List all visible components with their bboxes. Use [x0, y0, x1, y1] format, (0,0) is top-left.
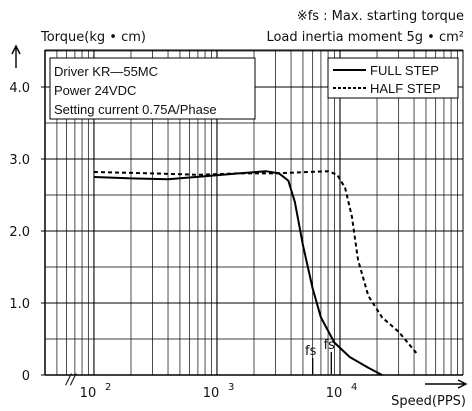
y-tick-label: 4.0 [9, 81, 30, 96]
fs-marker-label: fs [305, 344, 317, 359]
x-axis-arrow [425, 379, 468, 389]
y-tick-label: 2.0 [9, 225, 30, 240]
x-tick-exponent: 2 [105, 382, 111, 393]
info-box: Driver KR—55MC Power 24VDC Setting curre… [49, 57, 256, 120]
x-tick-label: 10 [80, 386, 97, 401]
axis-break-mark: // [64, 372, 77, 388]
x-tick-labels: 10 2 10 3 10 4 [80, 382, 358, 401]
y-axis-arrow [11, 44, 21, 68]
x-axis-label: Speed(PPS) [391, 394, 466, 409]
info-line-power: Power 24VDC [54, 83, 136, 98]
fs-markers: fs fs [305, 338, 335, 374]
fs-marker-label: fs [324, 338, 336, 353]
info-line-driver: Driver KR—55MC [54, 64, 158, 79]
legend: FULL STEP HALF STEP [327, 57, 459, 99]
y-tick-label: 0 [22, 369, 30, 384]
plot-frame [44, 49, 464, 376]
series-full-step [93, 170, 383, 376]
series-half-step [93, 170, 418, 355]
x-tick-label: 10 [203, 386, 220, 401]
y-tick-labels: 0 1.0 2.0 3.0 4.0 [9, 81, 45, 384]
x-tick-exponent: 4 [351, 382, 357, 393]
x-tick-exponent: 3 [228, 382, 234, 393]
y-axis-label: Torque(kg • cm) [40, 30, 146, 45]
legend-label-full-step: FULL STEP [370, 63, 439, 78]
note-line-1: ※fs : Max. starting torque [297, 9, 464, 24]
note-line-2: Load inertia moment 5g • cm² [266, 30, 464, 45]
info-line-current: Setting current 0.75A/Phase [54, 102, 217, 117]
x-tick-label: 10 [326, 386, 343, 401]
y-tick-label: 1.0 [9, 297, 30, 312]
curves [93, 170, 418, 376]
legend-label-half-step: HALF STEP [370, 81, 441, 96]
y-tick-label: 3.0 [9, 153, 30, 168]
